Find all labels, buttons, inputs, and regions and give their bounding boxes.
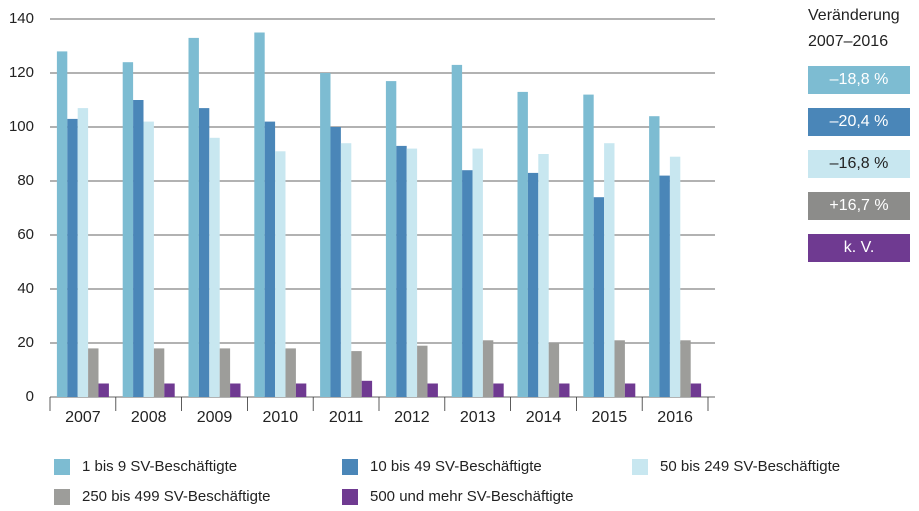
bar — [427, 383, 438, 397]
y-tick-label: 20 — [17, 334, 34, 351]
bar — [396, 145, 407, 397]
x-tick-label: 2012 — [394, 409, 430, 426]
x-tick-label: 2014 — [526, 409, 562, 426]
bar — [98, 383, 109, 397]
bar — [351, 351, 362, 397]
legend-swatch — [342, 459, 358, 475]
bar — [164, 383, 175, 397]
bar — [254, 32, 265, 397]
x-tick-label: 2007 — [65, 409, 101, 426]
y-tick-label: 100 — [9, 118, 34, 135]
legend-label: 500 und mehr SV-Beschäftigte — [370, 488, 573, 505]
bar — [188, 37, 199, 398]
bar — [548, 343, 560, 397]
change-label: +16,7 % — [829, 197, 888, 214]
bar — [67, 118, 78, 398]
bar — [624, 383, 636, 397]
change-badge — [808, 66, 910, 94]
change-label: k. V. — [844, 239, 875, 256]
change-title: 2007–2016 — [808, 33, 888, 50]
bar — [143, 121, 154, 397]
bar — [285, 348, 296, 397]
bar — [493, 383, 504, 397]
legend-swatch — [342, 489, 358, 505]
bar — [295, 383, 307, 397]
bar — [133, 100, 144, 397]
bar — [209, 137, 220, 398]
bar — [649, 116, 660, 397]
bar — [198, 108, 210, 397]
legend-label: 10 bis 49 SV-Beschäftigte — [370, 458, 542, 475]
bar — [230, 383, 241, 397]
x-tick-label: 2013 — [460, 409, 496, 426]
x-tick-label: 2010 — [263, 409, 299, 426]
bar — [527, 172, 539, 397]
bar — [472, 148, 483, 397]
bar — [583, 94, 594, 397]
x-tick-label: 2008 — [131, 409, 167, 426]
bar — [462, 170, 473, 397]
bar — [538, 154, 549, 397]
change-badge — [808, 192, 910, 220]
y-tick-label: 60 — [17, 226, 34, 243]
x-tick-label: 2016 — [657, 409, 693, 426]
change-badge — [808, 150, 910, 178]
y-tick-label: 0 — [26, 388, 34, 405]
change-badge — [808, 108, 910, 136]
legend-swatch — [54, 459, 70, 475]
bar — [604, 143, 615, 397]
bar — [517, 91, 528, 398]
bar — [451, 64, 463, 398]
x-tick-label: 2011 — [329, 409, 364, 426]
bar — [264, 121, 276, 397]
change-title: Veränderung — [808, 7, 900, 24]
bar — [122, 62, 134, 397]
bar — [593, 197, 605, 397]
x-tick-label: 2009 — [197, 409, 233, 426]
bar — [690, 383, 702, 397]
change-label: –20,4 % — [830, 113, 889, 130]
legend-label: 50 bis 249 SV-Beschäftigte — [660, 458, 840, 475]
y-tick-label: 80 — [17, 172, 34, 189]
bar — [330, 127, 341, 397]
legend-swatch — [632, 459, 648, 475]
y-tick-label: 120 — [9, 64, 34, 81]
legend-swatch — [54, 489, 70, 505]
bar — [88, 348, 99, 397]
bar — [361, 380, 373, 397]
bar — [417, 345, 428, 397]
legend-label: 1 bis 9 SV-Beschäftigte — [82, 458, 237, 475]
bar — [680, 340, 691, 397]
bar — [219, 348, 231, 397]
bar — [275, 151, 286, 397]
bar — [385, 81, 397, 397]
change-badge — [808, 234, 910, 262]
legend-label: 250 bis 499 SV-Beschäftigte — [82, 488, 270, 505]
bar — [77, 108, 89, 397]
bar — [669, 156, 681, 397]
bar — [320, 73, 331, 397]
bar — [406, 148, 418, 397]
change-label: –18,8 % — [830, 71, 889, 88]
bar — [659, 175, 670, 397]
change-label: –16,8 % — [830, 155, 889, 172]
bar — [614, 340, 625, 397]
y-tick-label: 140 — [9, 10, 34, 27]
bar — [56, 51, 68, 398]
x-tick-label: 2015 — [592, 409, 628, 426]
bar — [559, 383, 570, 397]
bar — [340, 143, 352, 397]
bar — [482, 340, 494, 397]
y-tick-label: 40 — [17, 280, 34, 297]
bar — [153, 348, 165, 397]
